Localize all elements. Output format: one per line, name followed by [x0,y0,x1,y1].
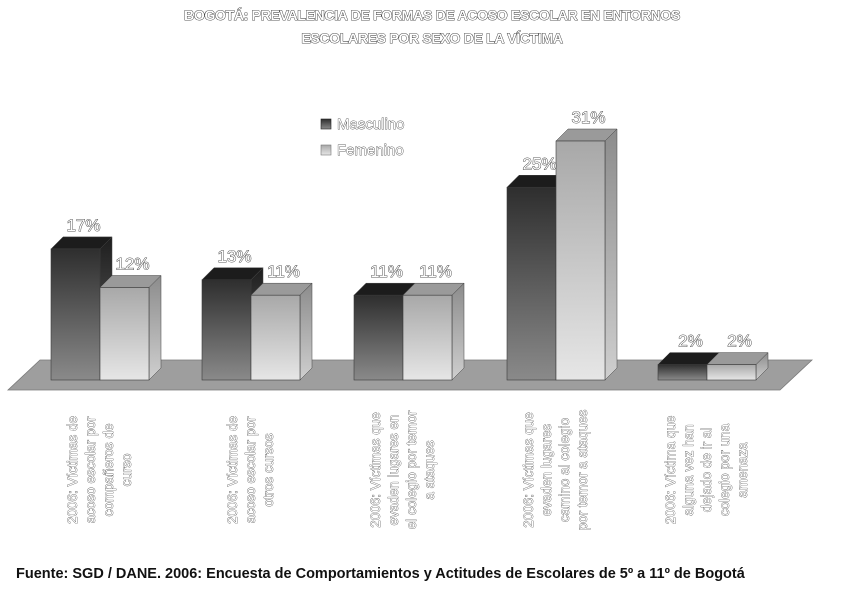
category-label-1: 2006: Víctimas de acoso escolar por compañ… [65,416,135,525]
legend-label-masculino: Masculino [337,116,405,133]
bar-front [506,186,557,381]
bar-side [604,128,618,381]
bar-side [148,274,162,381]
bar-femenino-3 [402,282,465,381]
category-label-line: dejado de ir al [699,428,714,513]
category-label-line: otros cursos [261,433,276,507]
bar-front [402,294,453,381]
category-label-line: 2006: Víctimas que [521,412,536,528]
value-labels-group: 17% 12% 13% 11% 11% 11% 25% 31% 2% 2% [66,108,752,351]
chart-title-line-1: BOGOTÁ: PREVALENCIA DE FORMAS DE ACOSO E… [184,7,680,23]
category-label-4: 2006: Víctimas que evaden lugares camino a… [521,409,591,531]
value-label-femenino-5: 2% [727,332,752,351]
bar-front [353,294,404,381]
category-label-line: 2006: Víctima que [663,416,678,525]
bar-front [50,248,101,381]
category-label-line: 2006: Víctimas que [368,412,383,528]
value-label-femenino-1: 12% [115,254,149,273]
category-labels-group: 2006: Víctimas de acoso escolar por compañ… [65,409,751,531]
bar-front [250,294,301,381]
category-label-line: colegio por una [717,423,732,516]
chart-title: BOGOTÁ: PREVALENCIA DE FORMAS DE ACOSO E… [184,7,681,47]
legend-label-femenino: Femenino [337,142,404,159]
category-label-5: 2006: Víctima que alguna vez han dejado de… [663,415,751,525]
category-label-line: alguna vez han [681,424,696,516]
bar-front [657,364,708,381]
legend-swatch-masculino [320,118,332,130]
value-label-masculino-4: 25% [522,154,556,173]
value-label-masculino-1: 17% [66,216,100,235]
category-label-line: el colegio por temor [404,410,419,529]
category-label-3: 2006: Víctimas que evaden lugares en el co… [368,410,438,530]
legend-item-masculino: Masculino [320,116,405,133]
source-caption: Fuente: SGD / DANE. 2006: Encuesta de Co… [16,566,745,582]
bar-front [201,279,252,381]
category-label-line: evaden lugares [539,424,554,517]
category-label-line: compañeros de [101,423,116,516]
category-label-line: camino al colegio [557,418,572,522]
bar-side [451,282,465,381]
category-label-line: curso [119,453,134,486]
category-label-line: a ataques [422,440,437,500]
category-label-line: 2006: Víctimas de [65,416,80,524]
value-label-masculino-2: 13% [217,247,251,266]
bar-chart: BOGOTÁ: PREVALENCIA DE FORMAS DE ACOSO E… [6,7,814,531]
category-label-line: evaden lugares en [386,414,401,525]
category-label-2: 2006: Víctimas de acoso escolar por otros … [225,416,277,525]
bars-group [50,128,769,381]
chart-title-line-2: ESCOLARES POR SEXO DE LA VÍCTIMA [301,30,563,46]
bar-side [299,282,313,381]
legend-swatch-femenino [320,144,332,156]
legend: Masculino Femenino [320,116,405,159]
category-label-line: por temor a ataques [575,409,590,530]
bar-femenino-1 [99,274,162,381]
value-label-femenino-4: 31% [571,108,605,127]
bar-femenino-5 [706,351,769,381]
value-label-femenino-3: 11% [419,262,452,281]
bar-femenino-2 [250,282,313,381]
category-label-line: acoso escolar por [243,416,258,523]
value-label-masculino-5: 2% [678,332,703,351]
category-label-line: acoso escolar por [83,416,98,523]
category-label-line: amenaza [735,442,750,498]
category-label-line: 2006: Víctimas de [225,416,240,524]
legend-item-femenino: Femenino [320,142,404,159]
bar-front [99,287,150,381]
bar-front [555,140,606,381]
value-label-masculino-3: 11% [370,262,403,281]
bar-front [706,364,757,381]
bar-femenino-4 [555,128,618,381]
value-label-femenino-2: 11% [267,262,300,281]
